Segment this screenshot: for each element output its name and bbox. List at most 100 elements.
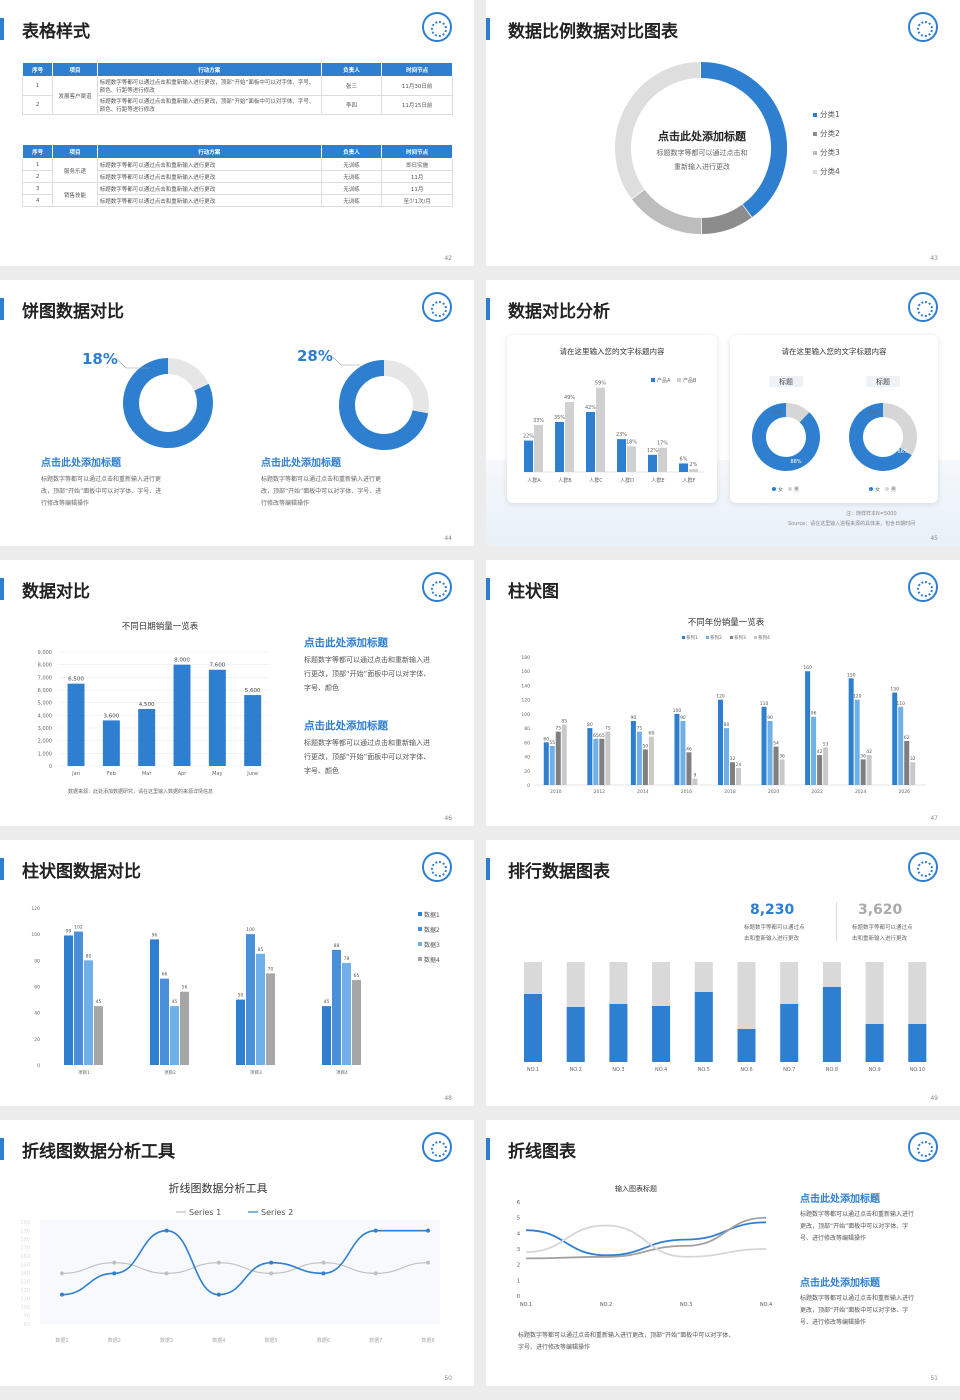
data-label: 5,600 bbox=[245, 688, 261, 694]
y-tick-label: 3 bbox=[517, 1247, 520, 1253]
logo-icon bbox=[908, 292, 938, 322]
bar bbox=[860, 759, 866, 785]
bar bbox=[910, 762, 916, 785]
page-number: 42 bbox=[444, 255, 452, 262]
pie-1-slice bbox=[752, 403, 820, 471]
table-cell: 至少1次/月 bbox=[381, 194, 453, 207]
title-accent bbox=[486, 858, 490, 880]
bar bbox=[617, 439, 626, 472]
bar bbox=[630, 721, 636, 785]
y-tick-label: 110 bbox=[20, 1297, 30, 1303]
x-tick-label: NO.6 bbox=[740, 1067, 752, 1073]
data-label: 150 bbox=[847, 672, 856, 678]
series-point bbox=[112, 1260, 117, 1265]
card1-title: 请在这里输入您的文字标题内容 bbox=[559, 347, 665, 356]
logo-icon bbox=[422, 12, 452, 42]
data-label: 32 bbox=[910, 756, 916, 762]
x-tick-label: 2012 bbox=[594, 789, 606, 795]
legend-label: Series 2 bbox=[261, 1208, 293, 1217]
bar bbox=[561, 724, 567, 785]
table-cell: 无训练 bbox=[320, 194, 383, 207]
y-tick-label: 1,000 bbox=[38, 751, 52, 757]
table-row: 3 销售技能 标题数字等都可以通过点击和重新输入进行更改 无训练 11月 bbox=[21, 182, 453, 207]
bar bbox=[138, 709, 156, 766]
legend-label: 产品B bbox=[683, 377, 697, 384]
bar bbox=[892, 692, 898, 785]
x-tick-label: 项目3 bbox=[250, 1070, 262, 1076]
slide-title: 数据对比 bbox=[22, 582, 90, 602]
y-tick-label: 120 bbox=[31, 906, 40, 912]
table-cell: 标题数字等都可以通过点击和重新输入进行更改 bbox=[96, 182, 322, 195]
table-header-cell: 序号 bbox=[21, 62, 54, 77]
logo-icon bbox=[422, 852, 452, 882]
x-tick-label: 2022 bbox=[811, 789, 823, 795]
series-point bbox=[373, 1228, 378, 1233]
legend-swatch bbox=[418, 957, 422, 961]
y-tick-label: 80 bbox=[24, 1322, 30, 1328]
data-label: 46 bbox=[686, 746, 692, 752]
bar-card bbox=[507, 335, 717, 503]
x-tick-label: 数据3 bbox=[160, 1337, 173, 1344]
table-header-cell: 时间节点 bbox=[381, 144, 453, 159]
y-tick-label: 100 bbox=[31, 932, 40, 938]
title-accent bbox=[486, 18, 490, 40]
y-tick-label: 60 bbox=[524, 740, 530, 746]
bar bbox=[908, 1024, 927, 1062]
slide-44: 饼图数据对比 18% 28% 点击此处添加标题 点击此处添加标题 标题数字等都可… bbox=[0, 280, 474, 546]
data-label: 23% bbox=[616, 432, 627, 438]
title-accent bbox=[0, 18, 4, 40]
source: 数据来源：此处添加数据研究，请在这里输入数据的来源详情信息 bbox=[68, 789, 214, 795]
table-cell: 销售技能 bbox=[52, 182, 98, 207]
legend-swatch bbox=[651, 378, 655, 382]
x-tick-label: NO.3 bbox=[612, 1067, 624, 1073]
series-line bbox=[525, 1216, 767, 1260]
page-number: 46 bbox=[444, 815, 452, 822]
desc-2-line2: 更改，顶部“开始”面板中可以对字体、字 bbox=[800, 1307, 909, 1314]
stat-desc-1-line2: 击和重新输入进行更改 bbox=[744, 936, 800, 942]
bar bbox=[64, 935, 73, 1065]
bar-chart: 0204060801001201401601806055758520108065… bbox=[521, 634, 926, 795]
series-point bbox=[60, 1292, 64, 1297]
data-label: 80 bbox=[86, 953, 92, 959]
center-title: 点击此处添加标题 bbox=[658, 130, 746, 143]
bar bbox=[780, 1004, 799, 1062]
x-tick-label: 2024 bbox=[855, 789, 867, 795]
data-label: 96 bbox=[811, 711, 817, 717]
desc-1-line2: 更改，顶部“开始”面板中可以对字体、字 bbox=[800, 1223, 909, 1230]
x-tick-label: Apr bbox=[178, 771, 188, 777]
legend-swatch bbox=[813, 170, 817, 174]
stat-desc-2-line2: 击和重新输入进行更改 bbox=[852, 936, 908, 942]
logo-icon bbox=[908, 12, 938, 42]
table-cell: 标题数字等都可以通过点击和重新输入进行更改，顶部“开始”面板中可以对字体、字号、… bbox=[96, 76, 322, 96]
stat-value-2: 3,620 bbox=[858, 902, 903, 918]
bar bbox=[332, 949, 341, 1065]
data-label: 50 bbox=[238, 993, 244, 999]
legend-swatch bbox=[730, 636, 733, 639]
chart-title: 输入图表标题 bbox=[615, 1185, 657, 1193]
slide-47: 柱状图 不同年份销量一览表 0 20 40 60 80 100 120 140 160 180 60… bbox=[486, 560, 960, 826]
tick-label: 人群C bbox=[589, 477, 603, 484]
y-tick-label: 0 bbox=[37, 1063, 40, 1069]
logo-icon bbox=[422, 1132, 452, 1162]
data-label: 45 bbox=[324, 999, 330, 1005]
y-tick-label: 200 bbox=[20, 1220, 30, 1226]
title-accent bbox=[486, 578, 490, 600]
slide-title: 折线图表 bbox=[508, 1142, 576, 1162]
bar bbox=[686, 752, 692, 785]
bar bbox=[534, 424, 543, 472]
page-number: 48 bbox=[444, 1095, 452, 1102]
tick-label: 人群B bbox=[558, 477, 572, 484]
bar bbox=[737, 1029, 756, 1062]
bar bbox=[692, 778, 698, 785]
bar bbox=[761, 706, 767, 785]
table-cell: 11月15日前 bbox=[381, 95, 453, 115]
bar bbox=[817, 755, 823, 785]
table-cell: 标题数字等都可以通过点击和重新输入进行更改 bbox=[96, 194, 322, 207]
bar bbox=[555, 731, 561, 785]
bar bbox=[848, 678, 854, 785]
data-label: 80 bbox=[587, 722, 593, 728]
logo-icon bbox=[908, 1132, 938, 1162]
line-chart: 200 190 180 170 160 150 140 130 120 110 100 90 80 数据1… bbox=[20, 1208, 440, 1344]
bottom-text-line1: 标题数字等都可以通过点击和重新输入进行更改，顶部“开始”面板中可以对字体、 bbox=[518, 1332, 735, 1339]
heading-1: 点击此处添加标题 bbox=[41, 458, 121, 469]
